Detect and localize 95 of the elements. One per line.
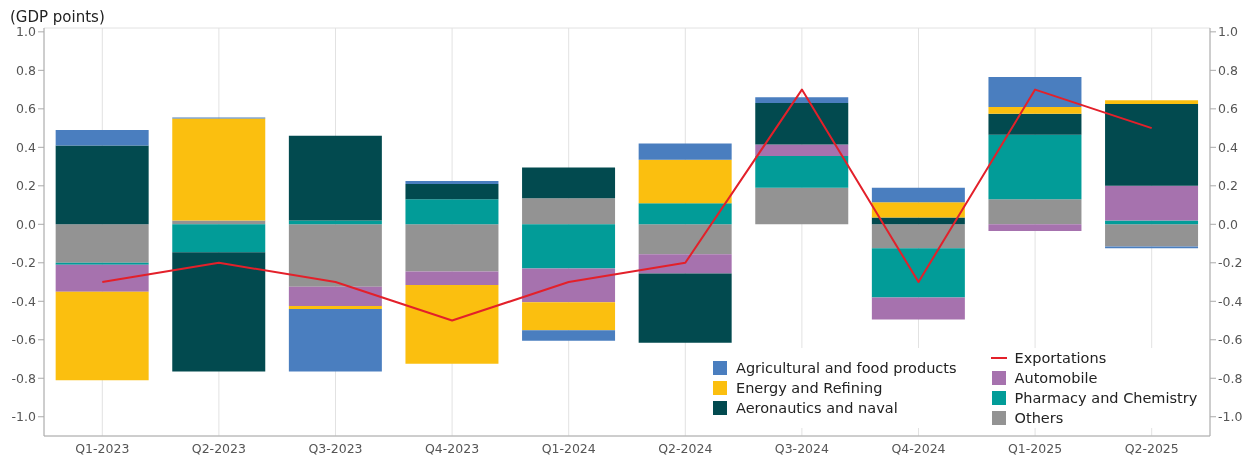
bar [172, 224, 266, 253]
bar [1105, 100, 1199, 105]
bar [172, 118, 266, 221]
y-tick-label: 0.6 [16, 101, 37, 117]
legend-label: Automobile [1014, 370, 1098, 386]
y-tick-label: 0.2 [16, 178, 36, 194]
x-tick-label: Q1-2023 [75, 440, 130, 456]
y-tick-label: -0.4 [11, 293, 37, 309]
bar [288, 286, 382, 307]
bar [988, 199, 1082, 225]
bar [405, 271, 499, 285]
bar [522, 330, 616, 341]
bar [755, 144, 849, 156]
bar [405, 183, 499, 200]
x-tick-label: Q1-2024 [541, 440, 596, 456]
x-tick-label: Q3-2023 [308, 440, 363, 456]
y2-tick-label: -0.4 [1218, 293, 1243, 309]
bar [988, 106, 1082, 114]
bar [1105, 220, 1199, 225]
y2-tick-label: -0.2 [1218, 255, 1243, 271]
bar [405, 224, 499, 272]
y2-tick-label: 0.6 [1218, 101, 1238, 117]
y-tick-label: -0.8 [11, 370, 37, 386]
bar [638, 203, 732, 225]
bar [172, 252, 266, 372]
bar [55, 291, 149, 381]
bar [638, 143, 732, 160]
y-tick-label: 0.4 [16, 139, 37, 155]
bar [755, 103, 849, 145]
bar [1105, 104, 1199, 186]
bar [288, 224, 382, 287]
bar [871, 248, 965, 298]
bar [988, 134, 1082, 200]
bar [871, 224, 965, 249]
x-tick-label: Q1-2025 [1008, 440, 1063, 456]
legend-label: Aeronautics and naval [736, 400, 898, 416]
y-tick-label: 0.0 [16, 216, 37, 232]
bar [288, 306, 382, 309]
y-tick-label: -1.0 [11, 409, 37, 425]
legend-label: Energy and Refining [736, 380, 883, 396]
bar [755, 155, 849, 188]
legend-label: Pharmacy and Chemistry [1014, 390, 1198, 406]
bar [988, 77, 1082, 107]
bar [55, 145, 149, 225]
bar [1105, 224, 1199, 247]
bar [405, 284, 499, 364]
bar [522, 268, 616, 303]
x-tick-label: Q3-2024 [774, 440, 829, 456]
bar [405, 199, 499, 225]
y2-tick-label: -0.8 [1218, 370, 1243, 386]
y2-tick-label: 1.0 [1218, 24, 1238, 40]
bar [638, 159, 732, 204]
bar [55, 224, 149, 263]
x-tick-label: Q2-2023 [191, 440, 246, 456]
x-tick-label: Q4-2023 [425, 440, 480, 456]
bar [755, 187, 849, 225]
bar [988, 224, 1082, 232]
bar [288, 135, 382, 221]
y2-tick-label: -1.0 [1218, 409, 1243, 425]
bar [988, 113, 1082, 135]
y-tick-label: 1.0 [16, 24, 37, 40]
legend-label: Exportations [1014, 350, 1107, 366]
bar [522, 167, 616, 199]
bar [638, 224, 732, 255]
legend-label: Agricultural and food products [736, 360, 957, 376]
y2-tick-label: 0.2 [1218, 178, 1238, 194]
y-tick-label: -0.2 [11, 255, 36, 271]
bar [871, 297, 965, 320]
bar [755, 97, 849, 104]
y2-tick-label: 0.0 [1218, 216, 1238, 232]
bar [55, 130, 149, 146]
bar [1105, 185, 1199, 221]
line-series [101, 88, 1153, 322]
legend-label: Others [1014, 410, 1064, 426]
bar [638, 273, 732, 343]
x-tick-label: Q2-2025 [1124, 440, 1179, 456]
bar [871, 202, 965, 218]
bar [522, 302, 616, 331]
y2-tick-label: 0.8 [1218, 62, 1238, 78]
chart-title: (GDP points) [9, 8, 106, 26]
x-tick-label: Q2-2024 [658, 440, 713, 456]
bar [522, 198, 616, 225]
x-tick-label: Q4-2024 [891, 440, 946, 456]
bar [638, 254, 732, 274]
y2-tick-label: 0.4 [1218, 139, 1238, 155]
bar [288, 220, 382, 225]
bar [405, 181, 499, 184]
bar [522, 224, 616, 269]
y2-tick-label: -0.6 [1218, 332, 1243, 348]
bar [288, 308, 382, 372]
bar [871, 187, 965, 203]
bar [55, 264, 149, 292]
y-tick-label: -0.6 [11, 332, 37, 348]
y-tick-label: 0.8 [16, 62, 37, 78]
bar [172, 220, 266, 225]
